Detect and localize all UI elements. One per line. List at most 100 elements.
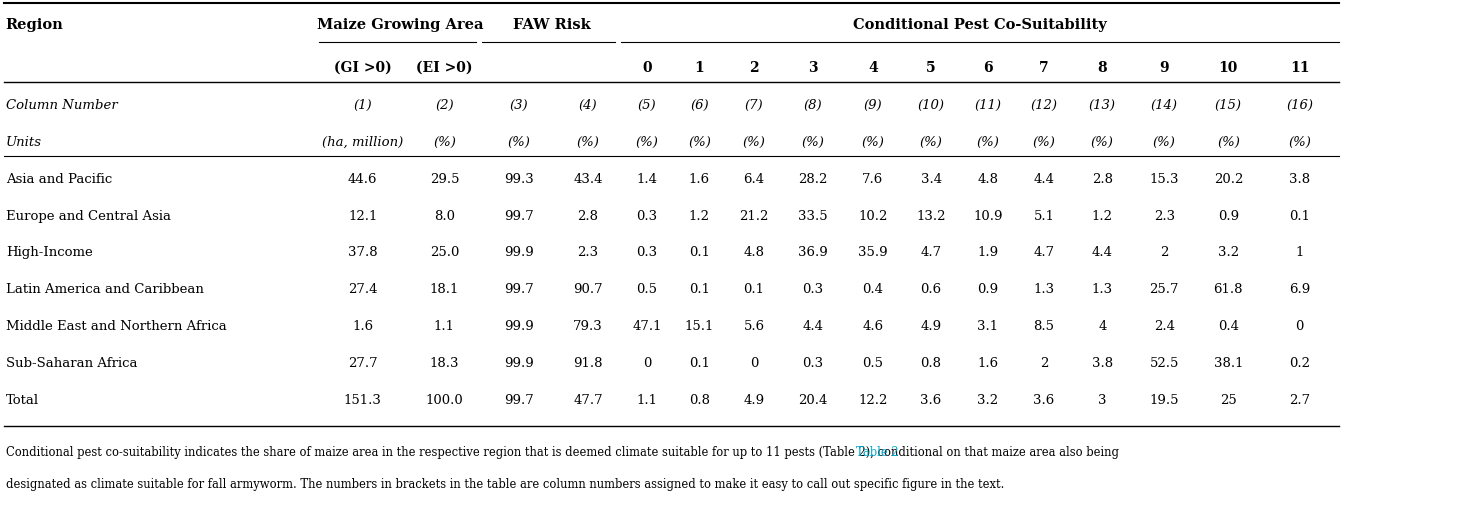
Text: Maize Growing Area: Maize Growing Area [317, 18, 483, 32]
Text: 3.6: 3.6 [1034, 393, 1054, 407]
Text: Sub-Saharan Africa: Sub-Saharan Africa [6, 357, 137, 370]
Text: 10.2: 10.2 [858, 210, 888, 223]
Text: High-Income: High-Income [6, 247, 92, 259]
Text: 1.3: 1.3 [1034, 283, 1054, 296]
Text: 5.1: 5.1 [1034, 210, 1054, 223]
Text: (13): (13) [1089, 99, 1115, 112]
Text: 43.4: 43.4 [574, 173, 603, 186]
Text: Region: Region [6, 18, 64, 32]
Text: 36.9: 36.9 [799, 247, 828, 259]
Text: (9): (9) [863, 99, 882, 112]
Text: Table 2: Table 2 [856, 446, 898, 459]
Text: 25.7: 25.7 [1149, 283, 1180, 296]
Text: 0.1: 0.1 [689, 357, 710, 370]
Text: 1.6: 1.6 [689, 173, 710, 186]
Text: (%): (%) [920, 136, 943, 149]
Text: (%): (%) [977, 136, 999, 149]
Text: 4.7: 4.7 [921, 247, 942, 259]
Text: (16): (16) [1286, 99, 1314, 112]
Text: 99.7: 99.7 [504, 283, 533, 296]
Text: (%): (%) [1032, 136, 1056, 149]
Text: designated as climate suitable for fall armyworm. The numbers in brackets in the: designated as climate suitable for fall … [6, 478, 1004, 491]
Text: 4.4: 4.4 [803, 320, 823, 333]
Text: 4.7: 4.7 [1034, 247, 1054, 259]
Text: 0.1: 0.1 [689, 247, 710, 259]
Text: Middle East and Northern Africa: Middle East and Northern Africa [6, 320, 226, 333]
Text: (%): (%) [1288, 136, 1311, 149]
Text: 28.2: 28.2 [799, 173, 828, 186]
Text: 6.4: 6.4 [743, 173, 765, 186]
Text: 5.6: 5.6 [743, 320, 765, 333]
Text: 61.8: 61.8 [1213, 283, 1242, 296]
Text: (2): (2) [435, 99, 454, 112]
Text: 0.3: 0.3 [637, 247, 657, 259]
Text: 1: 1 [695, 61, 704, 75]
Text: (1): (1) [353, 99, 372, 112]
Text: 7: 7 [1040, 61, 1048, 75]
Text: 27.7: 27.7 [347, 357, 378, 370]
Text: 0: 0 [642, 61, 651, 75]
Text: 1.3: 1.3 [1092, 283, 1113, 296]
Text: (%): (%) [1218, 136, 1240, 149]
Text: 79.3: 79.3 [572, 320, 603, 333]
Text: 99.9: 99.9 [504, 320, 533, 333]
Text: (4): (4) [578, 99, 597, 112]
Text: Conditional pest co-suitability indicates the share of maize area in the respect: Conditional pest co-suitability indicate… [6, 446, 1118, 459]
Text: (%): (%) [1091, 136, 1114, 149]
Text: 38.1: 38.1 [1213, 357, 1242, 370]
Text: 99.9: 99.9 [504, 357, 533, 370]
Text: 4.6: 4.6 [863, 320, 883, 333]
Text: 1.2: 1.2 [1092, 210, 1113, 223]
Text: 99.9: 99.9 [504, 247, 533, 259]
Text: 29.5: 29.5 [429, 173, 458, 186]
Text: 2.7: 2.7 [1289, 393, 1310, 407]
Text: 33.5: 33.5 [799, 210, 828, 223]
Text: 1.6: 1.6 [977, 357, 999, 370]
Text: 1.2: 1.2 [689, 210, 710, 223]
Text: 4.9: 4.9 [921, 320, 942, 333]
Text: 4.4: 4.4 [1034, 173, 1054, 186]
Text: 4.9: 4.9 [743, 393, 765, 407]
Text: 0.8: 0.8 [921, 357, 942, 370]
Text: Europe and Central Asia: Europe and Central Asia [6, 210, 171, 223]
Text: (%): (%) [743, 136, 765, 149]
Text: 1.6: 1.6 [352, 320, 374, 333]
Text: 3: 3 [809, 61, 818, 75]
Text: (7): (7) [745, 99, 764, 112]
Text: 8: 8 [1098, 61, 1107, 75]
Text: 27.4: 27.4 [347, 283, 378, 296]
Text: 99.7: 99.7 [504, 393, 533, 407]
Text: 0.9: 0.9 [977, 283, 999, 296]
Text: 6: 6 [983, 61, 993, 75]
Text: 99.3: 99.3 [504, 173, 533, 186]
Text: 1: 1 [1295, 247, 1304, 259]
Text: 10: 10 [1219, 61, 1238, 75]
Text: 2: 2 [1161, 247, 1168, 259]
Text: 10.9: 10.9 [974, 210, 1003, 223]
Text: 0.5: 0.5 [863, 357, 883, 370]
Text: (%): (%) [688, 136, 711, 149]
Text: 151.3: 151.3 [345, 393, 381, 407]
Text: (3): (3) [510, 99, 529, 112]
Text: 0: 0 [750, 357, 758, 370]
Text: 3: 3 [1098, 393, 1107, 407]
Text: 0.3: 0.3 [637, 210, 657, 223]
Text: (%): (%) [802, 136, 825, 149]
Text: 5: 5 [926, 61, 936, 75]
Text: (%): (%) [577, 136, 600, 149]
Text: 11: 11 [1291, 61, 1310, 75]
Text: FAW Risk: FAW Risk [512, 18, 590, 32]
Text: 2: 2 [1040, 357, 1048, 370]
Text: 0.1: 0.1 [743, 283, 765, 296]
Text: 2: 2 [749, 61, 759, 75]
Text: (11): (11) [974, 99, 1002, 112]
Text: 6.9: 6.9 [1289, 283, 1311, 296]
Text: 0.1: 0.1 [689, 283, 710, 296]
Text: 4: 4 [1098, 320, 1107, 333]
Text: 25.0: 25.0 [429, 247, 458, 259]
Text: 2.4: 2.4 [1153, 320, 1175, 333]
Text: (EI >0): (EI >0) [416, 61, 473, 75]
Text: 52.5: 52.5 [1149, 357, 1178, 370]
Text: 0.5: 0.5 [637, 283, 657, 296]
Text: 0.2: 0.2 [1289, 357, 1310, 370]
